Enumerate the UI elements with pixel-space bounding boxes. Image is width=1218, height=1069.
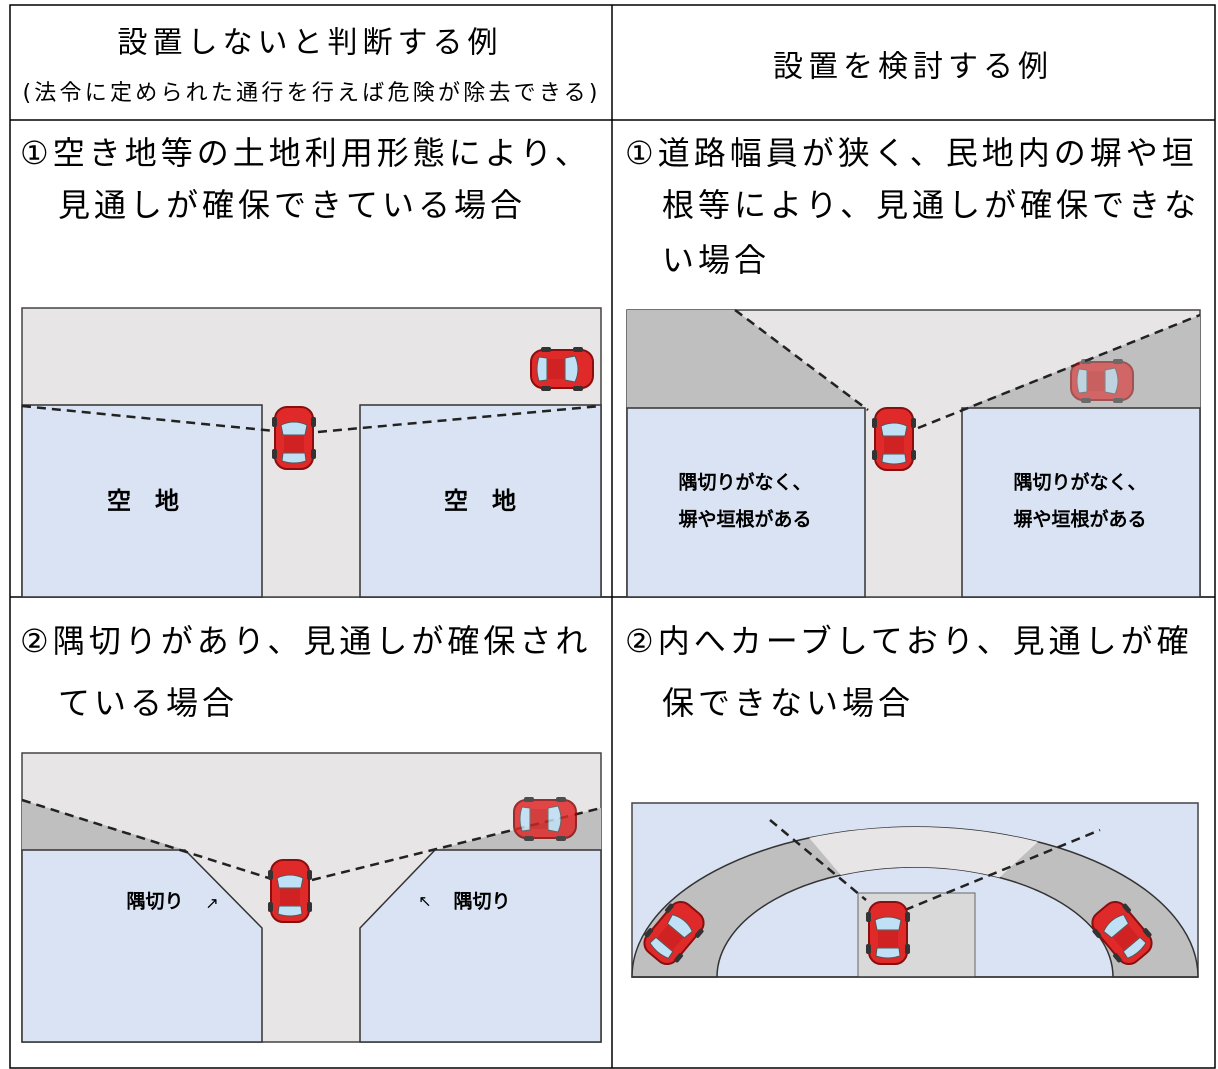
diagram-narrow-road: 隅切りがなく、 塀や垣根がある 隅切りがなく、 塀や垣根がある	[626, 309, 1201, 598]
corner-label: 隅切り	[126, 891, 183, 913]
cell-text: ②隅切りがあり、見通しが確保され	[20, 622, 591, 660]
diagram-inner-curve	[631, 802, 1199, 978]
diagram-open-lots: 空 地 空 地	[21, 307, 602, 598]
cell-text: ②内へカーブしており、見通しが確	[625, 622, 1193, 660]
lot-label: 空 地	[107, 487, 179, 515]
lot-label: 空 地	[444, 487, 516, 515]
lot-label: 隅切りがなく、	[678, 471, 811, 494]
lot-label: 隅切りがなく、	[1013, 471, 1146, 494]
cell-text: 保できない場合	[662, 684, 914, 722]
header-title: 設置を検討する例	[773, 50, 1053, 85]
cell-text: ている場合	[58, 684, 238, 722]
cell-text: 見通しが確保できている場合	[58, 186, 526, 224]
cell-text: 根等により、見通しが確保できな	[662, 186, 1200, 224]
cell-text: ①道路幅員が狭く、民地内の塀や垣	[625, 134, 1198, 172]
cell-text: い場合	[662, 241, 770, 279]
cell-text: ①空き地等の土地利用形態により、	[20, 134, 591, 172]
corner-label: 隅切り	[453, 891, 510, 913]
lot-label: 塀や垣根がある	[1013, 508, 1146, 531]
corner-arrow: ↗	[205, 894, 218, 913]
header-subtitle: (法令に定められた通行を行えば危険が除去できる)	[23, 81, 598, 106]
corner-arrow: ↖	[418, 892, 431, 911]
lot-label: 塀や垣根がある	[678, 508, 811, 531]
header-title: 設置しないと判断する例	[118, 26, 503, 61]
diagram-corner-cut: 隅切り ↗ ↖ 隅切り	[21, 752, 602, 1043]
